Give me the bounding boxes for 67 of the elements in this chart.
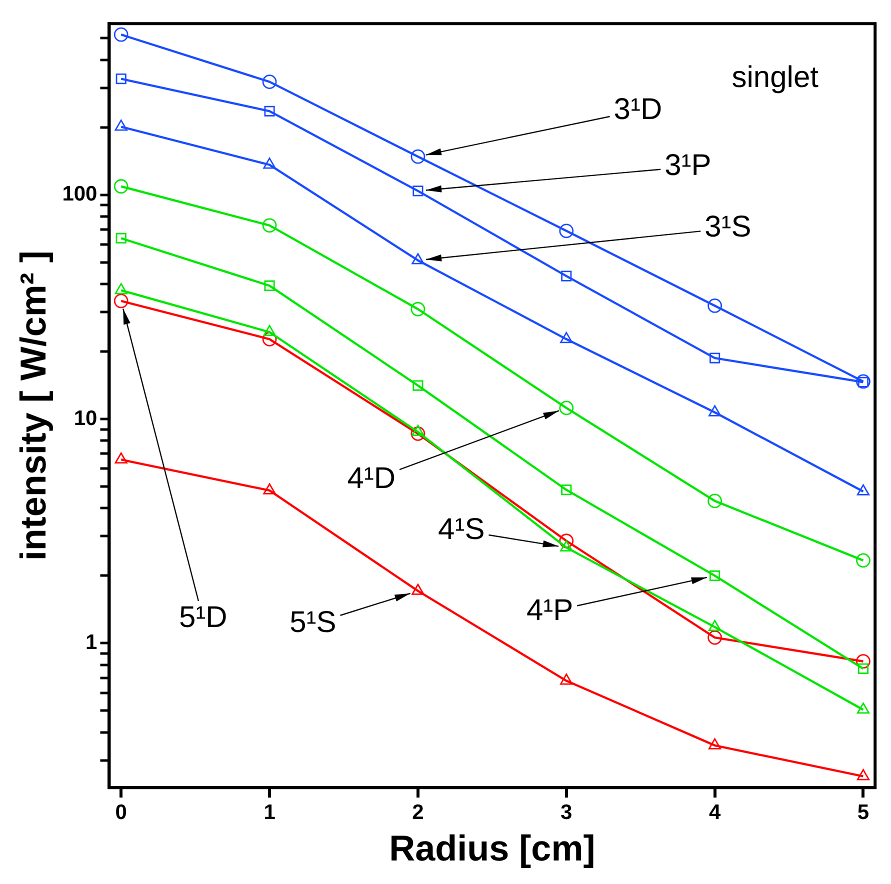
point <box>559 400 574 416</box>
x-tick-label: 2 <box>412 800 424 824</box>
point <box>410 302 426 316</box>
annotation: 3¹S <box>704 210 752 244</box>
point <box>410 149 426 164</box>
point <box>263 158 276 169</box>
point <box>263 483 276 494</box>
point <box>114 283 128 294</box>
point <box>856 374 870 389</box>
point <box>858 663 869 674</box>
point <box>560 540 573 552</box>
y-tick-label: 10 <box>74 406 98 430</box>
point <box>412 253 424 264</box>
point <box>116 74 126 84</box>
point <box>262 218 277 233</box>
x-tick-label: 5 <box>857 800 870 824</box>
point <box>708 405 722 416</box>
x-tick-label: 4 <box>708 800 721 824</box>
point <box>412 380 424 391</box>
point <box>561 270 572 282</box>
annotation: 3¹D <box>614 92 662 126</box>
x-tick-label: 1 <box>264 800 276 824</box>
annotation: 5¹S <box>290 606 336 640</box>
point <box>559 534 574 548</box>
annotation: 3¹P <box>664 149 712 182</box>
annotation: 5¹D <box>178 601 228 634</box>
point <box>264 280 275 292</box>
annotation: 4¹P <box>526 594 574 627</box>
point <box>410 426 426 441</box>
y-axis-title: intensity [ W/cm² ] <box>12 250 54 561</box>
point <box>710 570 720 582</box>
point <box>262 332 277 346</box>
point <box>114 294 128 308</box>
point <box>114 27 128 42</box>
y-tick-label: 1 <box>86 631 98 654</box>
y-tick-label: 100 <box>62 182 98 206</box>
annotation: 4¹S <box>438 512 485 546</box>
annotation: singlet <box>732 60 820 94</box>
point <box>560 332 573 344</box>
point <box>856 484 870 496</box>
point <box>264 106 275 116</box>
point <box>561 484 572 496</box>
point <box>412 186 424 196</box>
point <box>856 769 870 780</box>
point <box>708 494 722 508</box>
point <box>856 654 870 669</box>
point <box>412 584 424 595</box>
point <box>114 179 128 194</box>
point <box>263 324 276 336</box>
point <box>708 620 722 632</box>
annotation: 4¹D <box>347 462 396 496</box>
x-tick-label: 0 <box>115 800 127 824</box>
point <box>114 452 128 464</box>
point <box>856 702 870 714</box>
point <box>710 352 720 364</box>
x-tick-label: 3 <box>560 800 572 824</box>
point <box>412 424 424 436</box>
point <box>856 553 870 568</box>
point <box>116 232 126 244</box>
point <box>262 74 277 90</box>
point <box>114 120 128 131</box>
x-axis-title: Radius [cm] <box>389 827 596 868</box>
point <box>560 674 573 685</box>
point <box>559 224 574 238</box>
point <box>708 630 722 645</box>
point <box>708 298 722 313</box>
point <box>708 738 722 750</box>
